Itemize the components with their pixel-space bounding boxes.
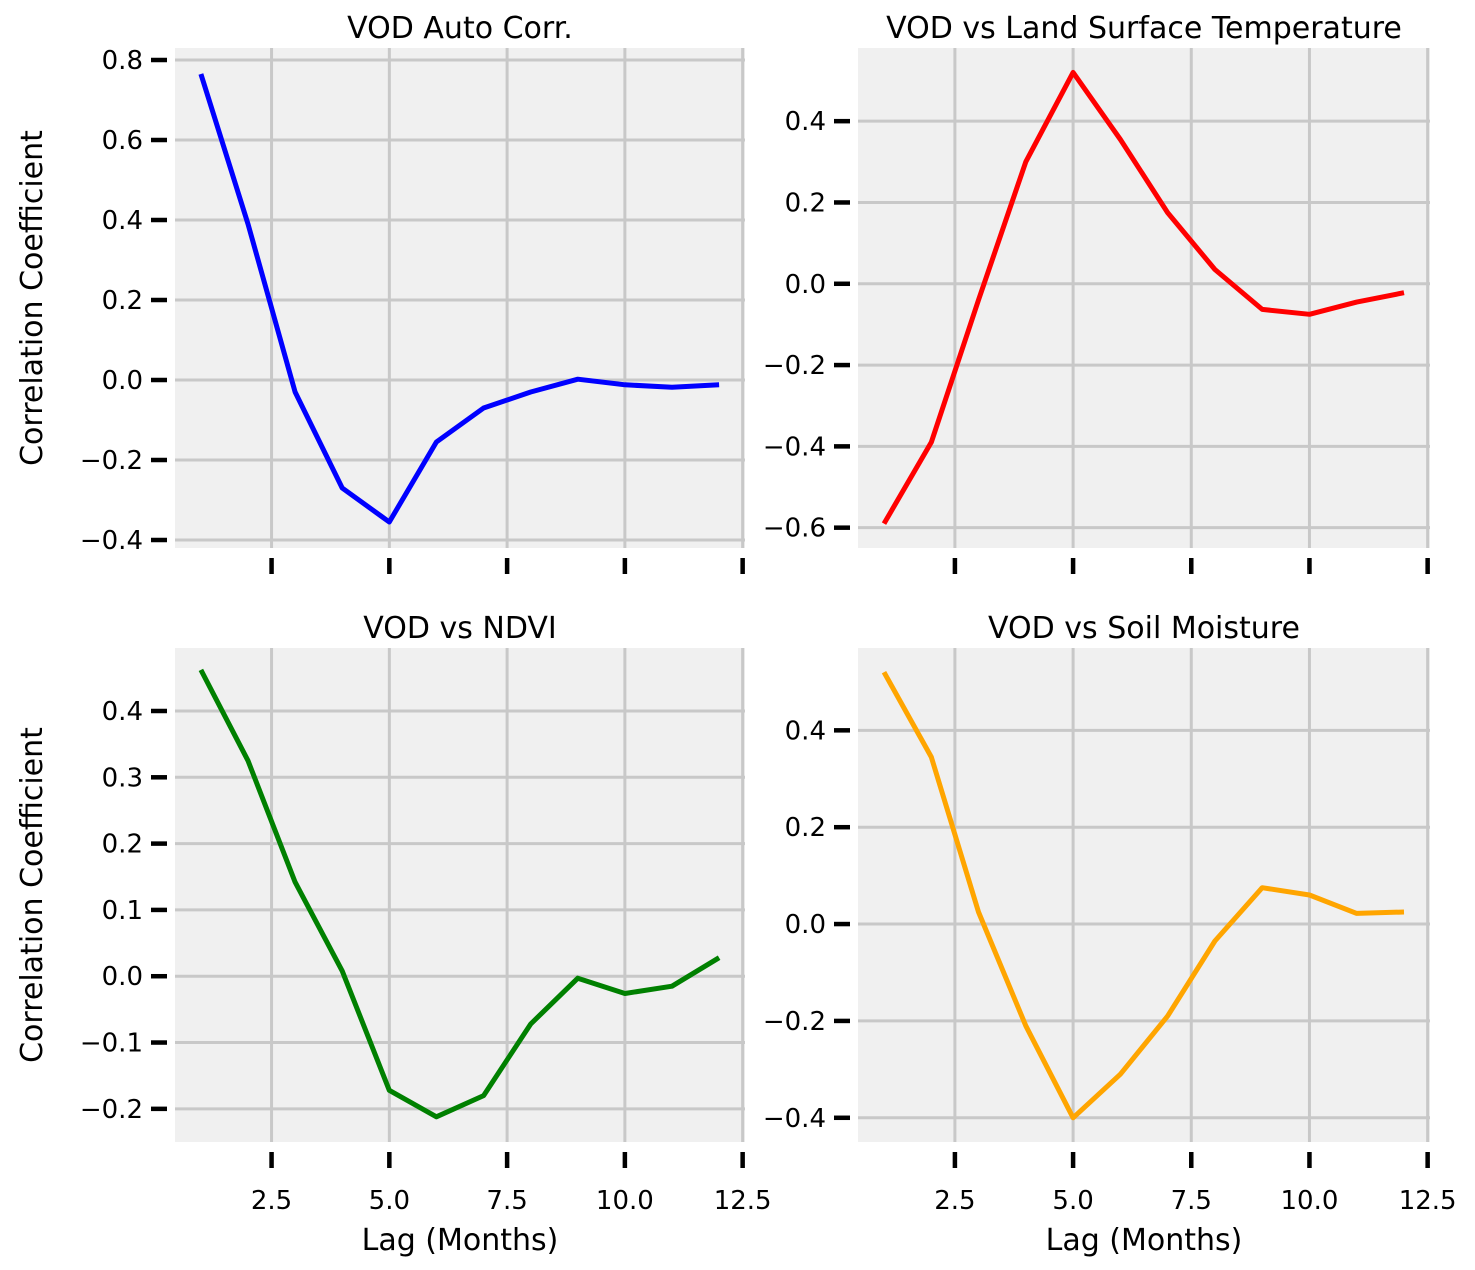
subplot-2: −0.6 −0.4 −0.2 0.0 0.2 0.4 VOD vs Land Surface… (763, 11, 1430, 574)
y-tick-label: −0.1 (80, 1029, 143, 1059)
plot-area (175, 48, 745, 548)
y-tick-label: −0.2 (763, 1007, 826, 1037)
x-tick-label: 2.5 (251, 1186, 292, 1216)
subplot-1: −0.4 −0.2 0.0 0.2 0.4 0.6 0.8 VOD Auto Corr. Cor… (15, 11, 745, 574)
y-tick-label: −0.4 (763, 432, 826, 462)
y-tick-label: −0.4 (763, 1104, 826, 1134)
x-tick-label: 10.0 (1281, 1186, 1339, 1216)
y-tick-label: 0.2 (102, 286, 143, 316)
subplot-3: 2.5 5.0 7.5 10.0 12.5 −0.2 −0.1 0.0 0.1 0.2 0.3 0.4… (15, 611, 772, 1258)
x-tick-label: 5.0 (1052, 1186, 1093, 1216)
y-axis-label: Correlation Coefficient (15, 130, 50, 466)
x-tick-label: 10.0 (596, 1186, 654, 1216)
series-line (881, 69, 1405, 525)
subplot-title: VOD vs Soil Moisture (988, 611, 1300, 646)
series-line (198, 73, 720, 525)
subplot-title: VOD vs NDVI (363, 611, 557, 646)
plot-area (858, 48, 1430, 548)
subplot-title: VOD Auto Corr. (347, 11, 573, 46)
y-tick-label: 0.0 (102, 962, 143, 992)
y-tick-label: 0.1 (102, 896, 143, 926)
y-tick-label: 0.3 (102, 763, 143, 793)
y-tick-label: −0.6 (763, 514, 826, 544)
y-tick-label: −0.2 (80, 1095, 143, 1125)
x-tick-label: 7.5 (486, 1186, 527, 1216)
plot-area (175, 648, 745, 1142)
y-tick-label: −0.2 (80, 446, 143, 476)
y-tick-label: 0.2 (785, 188, 826, 218)
y-tick-label: 0.4 (785, 716, 826, 746)
y-axis-label: Correlation Coefficient (15, 727, 50, 1063)
y-tick-label: 0.4 (102, 697, 143, 727)
y-tick-label: 0.6 (102, 126, 143, 156)
y-tick-label: −0.2 (763, 351, 826, 381)
series-line (881, 670, 1405, 1121)
plot-area (858, 648, 1430, 1142)
y-tick-label: −0.4 (80, 526, 143, 556)
y-tick-label: 0.4 (102, 206, 143, 236)
x-tick-label: 5.0 (369, 1186, 410, 1216)
x-axis-label: Lag (Months) (362, 1223, 559, 1258)
y-tick-label: 0.2 (785, 813, 826, 843)
y-tick-label: 0.0 (785, 270, 826, 300)
x-tick-label: 12.5 (1399, 1186, 1457, 1216)
y-tick-label: 0.0 (102, 366, 143, 396)
y-tick-label: 0.0 (785, 910, 826, 940)
y-tick-label: 0.2 (102, 830, 143, 860)
subplot-4: 2.5 5.0 7.5 10.0 12.5 −0.4 −0.2 0.0 0.2 0.4 VOD vs… (763, 611, 1457, 1258)
x-tick-label: 7.5 (1171, 1186, 1212, 1216)
y-tick-label: 0.8 (102, 46, 143, 76)
x-tick-label: 2.5 (934, 1186, 975, 1216)
x-axis-label: Lag (Months) (1046, 1223, 1243, 1258)
y-tick-label: 0.4 (785, 107, 826, 137)
series-line (198, 668, 721, 1120)
x-tick-label: 12.5 (714, 1186, 772, 1216)
subplot-title: VOD vs Land Surface Temperature (886, 11, 1402, 46)
